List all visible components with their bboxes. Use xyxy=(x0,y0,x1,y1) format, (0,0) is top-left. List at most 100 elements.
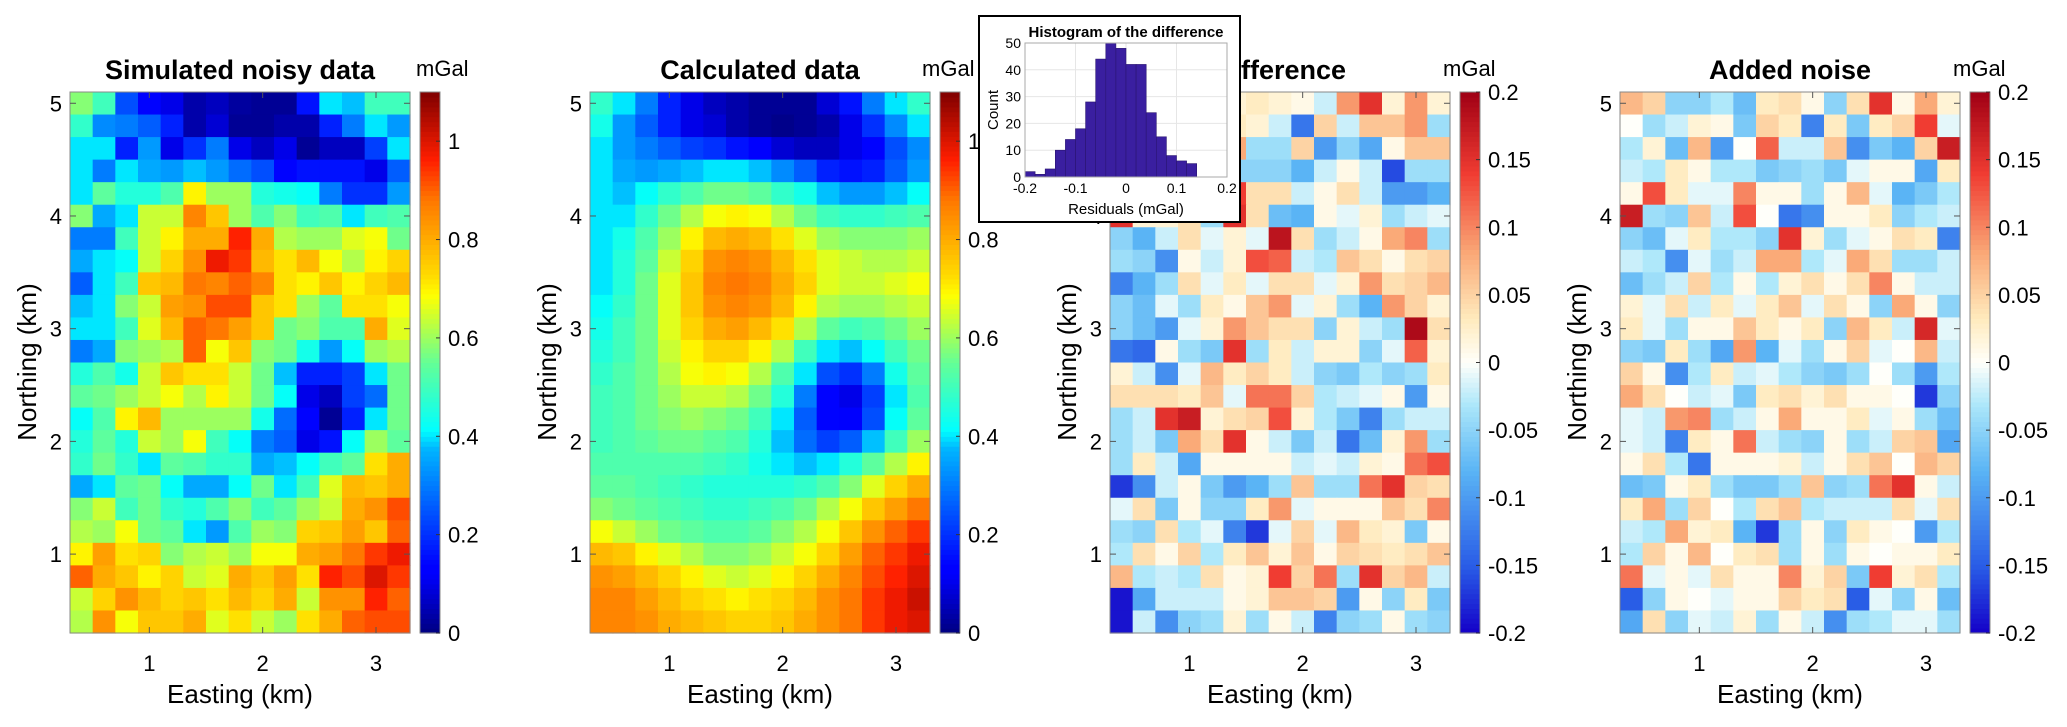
heatmap-cell xyxy=(1914,114,1938,138)
heatmap-cell xyxy=(160,227,184,251)
heatmap-cell xyxy=(1200,475,1224,499)
heatmap-cell xyxy=(726,610,750,634)
heatmap-cell xyxy=(1268,452,1292,476)
panel-title: Calculated data xyxy=(660,55,861,85)
heatmap-cell xyxy=(364,204,388,228)
heatmap-cell xyxy=(612,137,636,161)
heatmap-cell xyxy=(1336,272,1360,296)
heatmap-cell xyxy=(907,407,931,431)
heatmap-cell xyxy=(658,249,682,273)
heatmap-cell xyxy=(92,294,116,319)
histogram-bar xyxy=(1095,58,1107,178)
heatmap-cell xyxy=(658,339,682,364)
heatmap-cell xyxy=(1246,272,1270,296)
heatmap-cell xyxy=(228,610,252,634)
heatmap-cell xyxy=(1359,339,1383,364)
heatmap-cell xyxy=(771,475,795,499)
heatmap-cell xyxy=(1710,587,1734,612)
colorbar-segment xyxy=(1460,92,1480,98)
heatmap-cell xyxy=(228,227,252,251)
heatmap-cell xyxy=(794,294,818,319)
colorbar-segment xyxy=(420,96,440,103)
heatmap-cell xyxy=(160,610,184,634)
heatmap-cell xyxy=(342,294,366,319)
heatmap-cell xyxy=(635,497,659,521)
heatmap-cell xyxy=(1733,565,1757,589)
heatmap-cell xyxy=(115,497,139,521)
heatmap-cell xyxy=(228,294,252,319)
heatmap-cell xyxy=(92,542,116,566)
heatmap-cell xyxy=(703,542,727,566)
heatmap-cell xyxy=(364,317,388,341)
heatmap-cell xyxy=(274,272,298,296)
heatmap-cell xyxy=(862,497,886,521)
colorbar-segment xyxy=(420,544,440,550)
heatmap-cell xyxy=(590,92,614,116)
colorbar-segment xyxy=(1460,249,1480,255)
heatmap-cell xyxy=(1291,497,1315,521)
heatmap-cell xyxy=(206,497,230,521)
heatmap-cell xyxy=(726,137,750,161)
heatmap-cell xyxy=(1178,227,1202,251)
heatmap-cell xyxy=(1778,497,1802,521)
heatmap-cell xyxy=(115,204,139,228)
heatmap-cell xyxy=(1869,407,1893,431)
heatmap-cell xyxy=(658,520,682,544)
heatmap-cell xyxy=(92,452,116,476)
heatmap-cell xyxy=(1642,475,1666,499)
colorbar-segment xyxy=(940,455,960,462)
histogram-y-tick-label: 30 xyxy=(1005,89,1021,105)
colorbar-segment xyxy=(1460,598,1480,605)
heatmap-cell xyxy=(1914,362,1938,386)
histogram-bar xyxy=(1186,163,1197,178)
heatmap-cell xyxy=(1801,317,1825,341)
heatmap-cell xyxy=(1756,430,1780,454)
colorbar-segment xyxy=(420,539,440,546)
colorbar-segment xyxy=(940,446,960,452)
colorbar-segment xyxy=(1970,608,1990,614)
heatmap-cell xyxy=(1824,407,1848,431)
heatmap-cell xyxy=(612,317,636,341)
heatmap-cell xyxy=(183,497,207,521)
heatmap-cell xyxy=(342,610,366,634)
heatmap-cell xyxy=(1756,272,1780,296)
heatmap-cell xyxy=(816,362,840,386)
heatmap-cell xyxy=(1801,497,1825,521)
heatmap-cell xyxy=(1155,430,1179,454)
colorbar-segment xyxy=(1970,436,1990,442)
histogram-inset: Histogram of the difference 01020304050 … xyxy=(978,15,1241,223)
colorbar-segment xyxy=(420,475,440,482)
heatmap-cell xyxy=(862,159,886,183)
heatmap-cell xyxy=(1778,272,1802,296)
heatmap-cell xyxy=(907,362,931,386)
heatmap-cell xyxy=(816,430,840,454)
heatmap-cell xyxy=(183,114,207,138)
heatmap-cell xyxy=(1665,137,1689,161)
colorbar-segment xyxy=(420,446,440,452)
histogram-bar xyxy=(1115,48,1127,178)
heatmap-cell xyxy=(1200,587,1224,612)
heatmap-cell xyxy=(1642,565,1666,589)
heatmap-cell xyxy=(1155,362,1179,386)
heatmap-cell xyxy=(387,565,411,589)
heatmap-cell xyxy=(1132,565,1156,589)
heatmap-cell xyxy=(319,520,343,544)
heatmap-cell xyxy=(274,114,298,138)
y-axis-label: Northing (km) xyxy=(1562,283,1592,440)
heatmap-cell xyxy=(1336,497,1360,521)
heatmap-cell xyxy=(1314,272,1338,296)
heatmap-cell xyxy=(862,385,886,409)
heatmap-cell xyxy=(1246,475,1270,499)
heatmap-cell xyxy=(1733,92,1757,116)
heatmap-cell xyxy=(726,497,750,521)
x-tick-label: 1 xyxy=(1693,651,1705,676)
heatmap-cell xyxy=(1733,182,1757,206)
heatmap-cell xyxy=(1620,204,1644,228)
heatmap-cell xyxy=(1427,610,1451,634)
heatmap-cell xyxy=(635,137,659,161)
heatmap-cell xyxy=(748,610,772,634)
colorbar-segment xyxy=(1460,347,1480,354)
colorbar-segment xyxy=(1460,195,1480,201)
heatmap-cell xyxy=(1155,294,1179,319)
